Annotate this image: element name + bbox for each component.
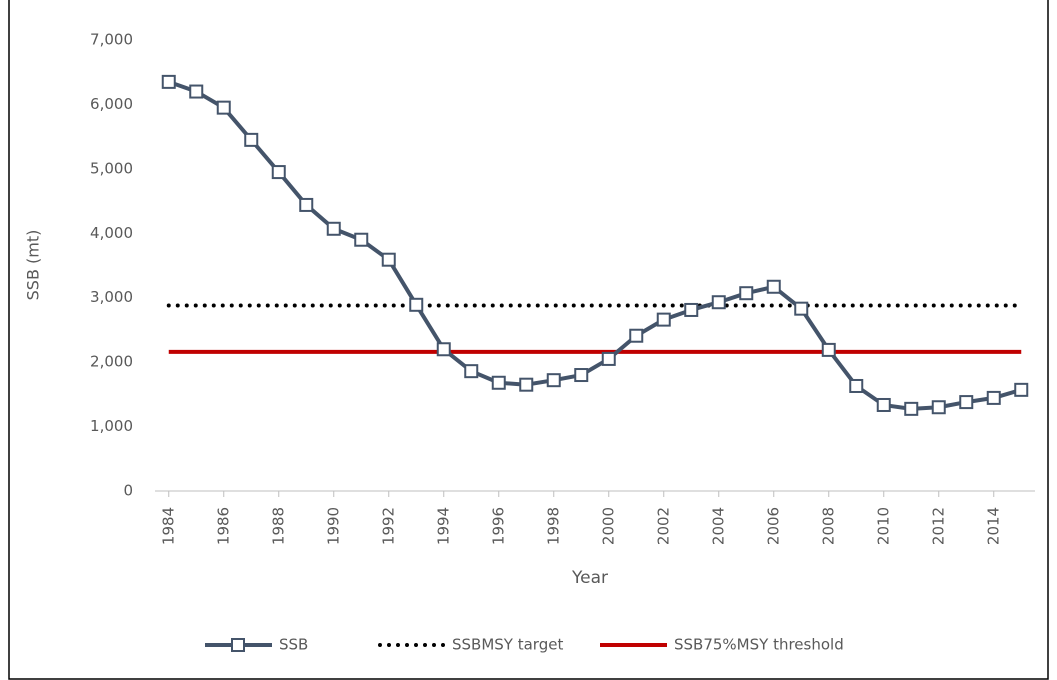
data-point	[821, 342, 836, 357]
legend-label: SSBMSY target	[452, 636, 563, 654]
data-point	[849, 378, 864, 393]
data-point	[794, 301, 809, 316]
frame	[8, 0, 1049, 680]
data-point	[656, 312, 671, 327]
x-tick-label: 2008	[819, 507, 837, 545]
data-point	[904, 401, 919, 416]
x-tick-label: 2004	[709, 507, 727, 545]
y-tick-label: 7,000	[90, 31, 133, 49]
data-point	[244, 132, 259, 147]
data-point	[491, 375, 506, 390]
data-point	[271, 165, 286, 180]
legend-label: SSB	[279, 636, 308, 654]
data-point	[326, 221, 341, 236]
x-tick-label: 2012	[929, 507, 947, 545]
x-tick-label: 1998	[544, 507, 562, 545]
x-tick-label: 1996	[489, 507, 507, 545]
x-tick-label: 2006	[764, 507, 782, 545]
data-point	[766, 279, 781, 294]
data-point	[574, 368, 589, 383]
x-axis-label: Year	[571, 568, 608, 588]
data-point	[739, 286, 754, 301]
y-tick-label: 1,000	[90, 417, 133, 435]
data-point	[959, 395, 974, 410]
data-point	[436, 342, 451, 357]
data-point	[354, 232, 369, 247]
data-point	[629, 328, 644, 343]
data-point	[684, 302, 699, 317]
data-point	[546, 373, 561, 388]
y-tick-label: 2,000	[90, 353, 133, 371]
data-point	[299, 197, 314, 212]
y-tick-label: 0	[123, 482, 133, 500]
data-point	[1014, 382, 1029, 397]
data-point	[711, 295, 726, 310]
data-point	[931, 400, 946, 415]
legend-label: SSB75%MSY threshold	[674, 636, 844, 654]
x-tick-label: 2010	[874, 507, 892, 545]
legend-marker	[231, 638, 245, 652]
y-axis-label: SSB (mt)	[24, 230, 43, 301]
data-point	[519, 377, 534, 392]
data-point	[161, 74, 176, 89]
x-tick-label: 1994	[434, 507, 452, 545]
y-tick-label: 4,000	[90, 224, 133, 242]
data-point	[189, 84, 204, 99]
x-tick-label: 1984	[159, 507, 177, 545]
x-tick-label: 1986	[214, 507, 232, 545]
data-point	[601, 351, 616, 366]
data-point	[876, 397, 891, 412]
data-point	[986, 390, 1001, 405]
data-point	[381, 252, 396, 267]
data-point	[216, 100, 231, 115]
data-point	[409, 297, 424, 312]
x-tick-label: 2000	[599, 507, 617, 545]
y-tick-label: 3,000	[90, 288, 133, 306]
data-point	[464, 364, 479, 379]
x-tick-label: 2014	[984, 507, 1002, 545]
x-tick-label: 1992	[379, 507, 397, 545]
x-tick-label: 1990	[324, 507, 342, 545]
x-tick-label: 1988	[269, 507, 287, 545]
y-tick-label: 6,000	[90, 95, 133, 113]
y-tick-label: 5,000	[90, 159, 133, 177]
x-tick-label: 2002	[654, 507, 672, 545]
